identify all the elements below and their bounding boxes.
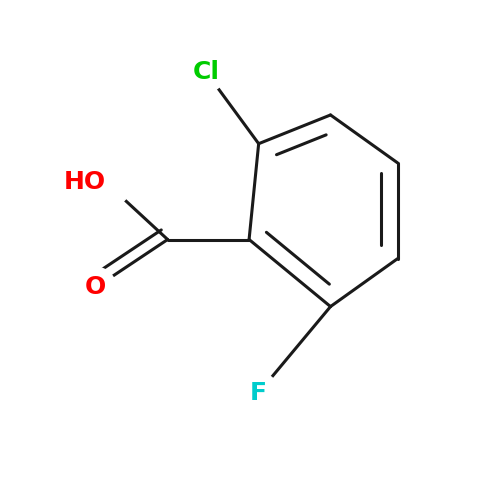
Circle shape [76, 267, 116, 308]
Circle shape [186, 52, 226, 92]
Circle shape [79, 156, 132, 208]
Text: HO: HO [63, 170, 105, 194]
Circle shape [239, 373, 279, 413]
Text: Cl: Cl [193, 60, 219, 84]
Text: O: O [85, 275, 106, 299]
Text: F: F [250, 381, 267, 405]
